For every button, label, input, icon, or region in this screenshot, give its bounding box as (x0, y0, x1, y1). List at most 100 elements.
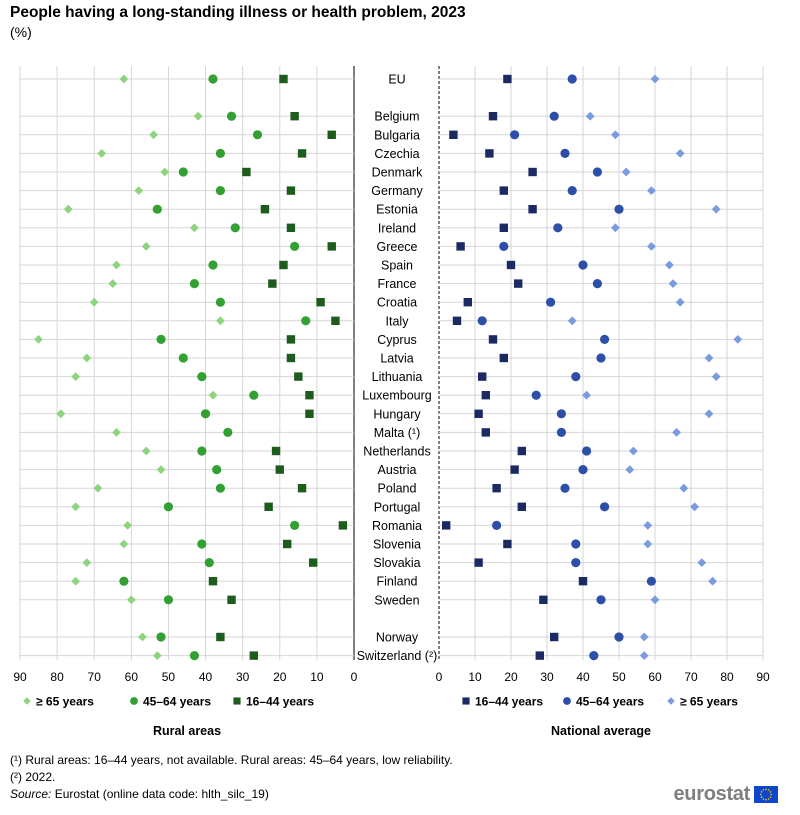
national-point (560, 148, 570, 158)
rural-point (178, 167, 188, 177)
national-tick-label: 30 (540, 670, 554, 684)
national-point (474, 409, 483, 418)
national-point (539, 595, 548, 604)
category-label: Cyprus (377, 333, 417, 347)
rural-point (215, 297, 225, 307)
national-point (578, 577, 588, 586)
rural-point (71, 576, 81, 586)
national-series (477, 74, 657, 661)
national-point (499, 353, 508, 363)
national-point (650, 74, 660, 84)
national-legend-marker (667, 697, 675, 705)
rural-point (279, 74, 288, 84)
national-point (647, 242, 656, 251)
category-label: Malta (¹) (374, 426, 421, 440)
eu-flag-icon (754, 786, 778, 803)
national-point (571, 372, 581, 382)
national-point (611, 130, 620, 140)
rural-tick-label: 50 (162, 670, 176, 684)
national-series (567, 74, 743, 660)
national-point (528, 205, 537, 214)
category-label: Italy (386, 314, 410, 328)
national-point (556, 427, 567, 437)
national-point (704, 409, 714, 419)
rural-point (327, 242, 336, 251)
rural-point (290, 241, 300, 251)
rural-panel-title: Rural areas (153, 724, 221, 738)
rural-point (230, 223, 240, 233)
rural-point (119, 539, 129, 549)
national-point (514, 279, 523, 288)
national-point (665, 260, 674, 270)
rural-point (178, 353, 188, 363)
national-point (492, 484, 501, 493)
national-point (499, 186, 508, 195)
rural-tick-label: 40 (199, 670, 213, 684)
national-tick-label: 20 (504, 670, 518, 684)
national-point (567, 186, 577, 196)
category-label: Austria (378, 463, 417, 477)
rural-point (215, 186, 225, 196)
rural-tick-label: 60 (125, 670, 139, 684)
rural-point (286, 186, 296, 195)
rural-point (283, 539, 292, 549)
source-line: Source: Eurostat (online data code: hlth… (10, 786, 453, 803)
rural-point (93, 483, 103, 493)
rural-point (208, 390, 218, 400)
national-grid: 0 10 20 30 40 50 60 70 80 90 (436, 66, 770, 684)
rural-point (156, 334, 166, 344)
national-point (556, 409, 567, 419)
rural-point (89, 297, 99, 307)
rural-point (138, 632, 147, 642)
chart-title: People having a long-standing illness or… (10, 4, 466, 21)
national-point (571, 539, 581, 549)
national-point (589, 651, 599, 661)
rural-point (208, 577, 218, 586)
rural-point (189, 651, 200, 661)
category-label: Bulgaria (374, 128, 420, 142)
rural-point (197, 539, 207, 549)
category-labels: EU Belgium Bulgaria Czechia Denmark Germany Es… (357, 73, 438, 664)
national-point (550, 632, 559, 642)
national-point (549, 111, 559, 121)
national-point (708, 576, 717, 586)
national-point (474, 558, 483, 567)
national-point (509, 130, 520, 140)
national-point (621, 167, 631, 177)
footnote-1: (¹) Rural areas: 16–44 years, not availa… (10, 753, 453, 767)
rural-point (290, 520, 300, 531)
national-point (517, 446, 526, 456)
rural-point (193, 111, 203, 121)
rural-point (97, 149, 107, 158)
rural-point (268, 279, 277, 288)
rural-point (297, 484, 307, 493)
national-point (614, 204, 624, 214)
national-point (463, 298, 472, 307)
rural-point (82, 558, 92, 567)
rural-point (215, 148, 225, 158)
national-point (675, 297, 685, 307)
rural-series (208, 74, 348, 660)
national-point (625, 465, 635, 474)
national-tick-label: 70 (684, 670, 698, 684)
footnote-2: (²) 2022. (10, 770, 56, 784)
rural-point (208, 260, 218, 270)
national-point (485, 149, 494, 158)
national-point (672, 428, 681, 437)
national-tick-label: 10 (468, 670, 482, 684)
rural-point (279, 260, 288, 270)
rural-point (294, 372, 303, 381)
rural-point (286, 335, 296, 344)
category-label: Portugal (374, 500, 421, 514)
rural-series (119, 74, 311, 661)
rural-point (305, 409, 314, 418)
eurostat-logo-text: eurostat (673, 783, 750, 805)
category-label: France (378, 277, 417, 291)
rural-point (252, 130, 263, 140)
rural-point (163, 595, 174, 605)
category-label: Netherlands (363, 445, 430, 459)
rural-point (156, 632, 166, 642)
rural-point (286, 353, 296, 363)
rural-point (152, 651, 162, 660)
rural-point (215, 483, 225, 493)
